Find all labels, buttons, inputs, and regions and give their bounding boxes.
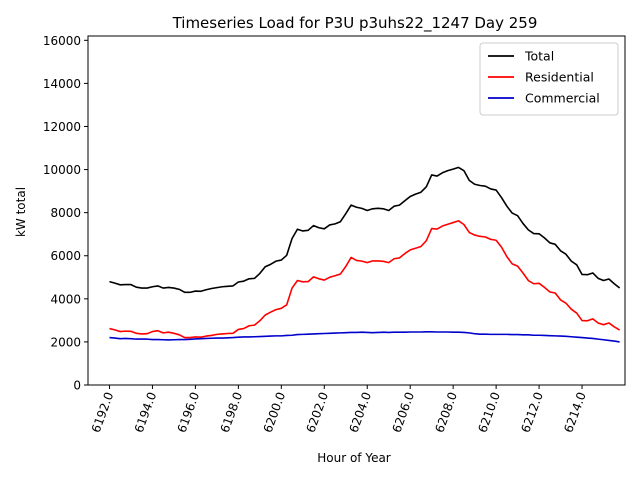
y-axis-label: kW total — [14, 187, 28, 237]
legend-box — [479, 42, 619, 116]
x-tick-label: 6214.0 — [561, 390, 589, 434]
y-tick-label: 16000 — [43, 34, 81, 48]
legend-label-residential: Residential — [525, 70, 594, 85]
x-tick-label: 6192.0 — [89, 390, 117, 434]
y-tick-label: 8000 — [50, 206, 81, 220]
x-tick-label: 6204.0 — [347, 390, 375, 434]
series-line-commercial — [109, 330, 620, 343]
legend-label-commercial: Commercial — [525, 91, 600, 106]
x-tick-label: 6194.0 — [132, 390, 160, 434]
y-tick-label: 6000 — [50, 249, 81, 263]
x-axis-ticks: 6192.0 6194.0 6196.0 6198.0 6200.0 6202.0 6204… — [89, 385, 589, 434]
series-line-total — [109, 166, 621, 294]
y-tick-label: 12000 — [43, 120, 81, 134]
y-tick-label: 14000 — [43, 77, 81, 91]
y-tick-label: 10000 — [43, 163, 81, 177]
legend: Total Residential Commercial — [479, 42, 619, 116]
x-tick-label: 6212.0 — [518, 390, 546, 434]
y-tick-label: 4000 — [50, 292, 81, 306]
y-tick-label: 2000 — [50, 335, 81, 349]
x-tick-label: 6208.0 — [432, 390, 460, 434]
x-tick-label: 6210.0 — [475, 390, 503, 434]
y-axis-ticks: 0 2000 4000 6000 8000 10000 12000 14000 16000 — [43, 34, 88, 393]
series-group — [109, 166, 621, 343]
series-line-residential — [109, 220, 621, 339]
chart-title: Timeseries Load for P3U p3uhs22_1247 Day… — [172, 14, 538, 33]
x-tick-label: 6200.0 — [261, 390, 289, 434]
x-axis-label: Hour of Year — [317, 451, 391, 465]
legend-label-total: Total — [524, 49, 554, 64]
axes-frame — [87, 35, 626, 386]
x-tick-label: 6206.0 — [389, 390, 417, 434]
x-tick-label: 6196.0 — [175, 390, 203, 434]
x-tick-label: 6198.0 — [218, 390, 246, 434]
x-tick-label: 6202.0 — [304, 390, 332, 434]
axes — [87, 35, 626, 386]
y-tick-label: 0 — [73, 379, 81, 393]
